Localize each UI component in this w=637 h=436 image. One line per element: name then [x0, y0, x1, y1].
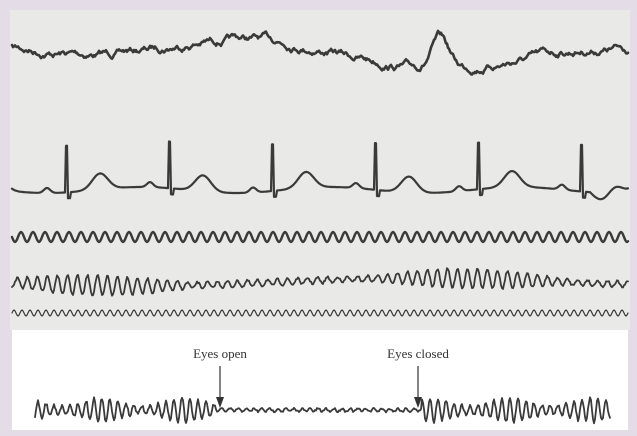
- trace-panel: [10, 10, 630, 330]
- figure: Eyes open Eyes closed: [0, 0, 637, 436]
- label-eyes-open: Eyes open: [193, 346, 247, 361]
- label-eyes-closed: Eyes closed: [387, 346, 449, 361]
- page: Eyes open Eyes closed (() => { const dat…: [0, 0, 637, 436]
